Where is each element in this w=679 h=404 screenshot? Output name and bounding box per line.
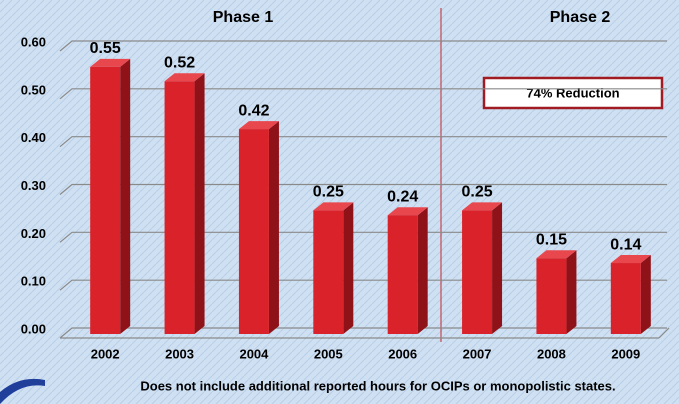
data-label: 0.25 [313, 184, 344, 201]
bar [313, 202, 354, 334]
axis-line [658, 327, 670, 339]
x-tick-label: 2008 [537, 346, 566, 361]
x-tick-label: 2007 [463, 346, 492, 361]
bar-top [462, 202, 503, 211]
footnote: Does not include additional reported hou… [140, 378, 615, 393]
y-tick-label: 0.20 [21, 226, 46, 241]
bar-top [536, 250, 577, 259]
y-tick-label: 0.30 [21, 178, 46, 193]
bar [238, 121, 279, 334]
bar-side [268, 121, 279, 334]
x-tick-label: 2005 [314, 346, 343, 361]
bar [462, 202, 503, 334]
grid-line [59, 88, 667, 100]
data-label: 0.55 [90, 40, 121, 57]
bar-side [417, 207, 428, 334]
data-label: 0.25 [461, 184, 492, 201]
bar-front [462, 210, 493, 334]
bar-side [194, 73, 205, 335]
phase-label: Phase 1 [213, 9, 274, 26]
bar-front [164, 81, 195, 335]
bar-front [536, 258, 567, 334]
y-tick-label: 0.00 [21, 321, 46, 336]
bar-top [313, 202, 354, 211]
bar-side [120, 58, 131, 335]
x-tick-label: 2009 [611, 346, 640, 361]
bar-top [164, 73, 205, 82]
data-label: 0.52 [164, 54, 195, 71]
bar-side [343, 202, 354, 334]
data-label: 0.24 [387, 188, 418, 205]
annotation: 74% Reduction [526, 85, 619, 100]
bar-top [610, 255, 651, 264]
bar-front [610, 263, 641, 334]
bar-side [566, 250, 577, 334]
bar-front [313, 210, 344, 334]
grid-line [59, 183, 667, 195]
bar-front [387, 215, 418, 334]
data-label: 0.15 [536, 231, 567, 248]
x-tick-label: 2003 [165, 346, 194, 361]
x-tick-label: 2006 [388, 346, 417, 361]
decoration [0, 378, 45, 404]
data-label: 0.42 [238, 102, 269, 119]
annotation-box [482, 76, 664, 110]
y-tick-label: 0.40 [21, 130, 46, 145]
bar-side [640, 255, 651, 334]
bar [164, 73, 205, 335]
bar [387, 207, 428, 334]
data-label: 0.14 [610, 236, 641, 253]
grid-line [59, 136, 667, 148]
bar-top [387, 207, 428, 216]
y-tick-label: 0.10 [21, 274, 46, 289]
bar [536, 250, 577, 334]
grid-line [59, 40, 667, 52]
bar-side [492, 202, 503, 334]
phase-label: Phase 2 [550, 9, 611, 26]
bar-top [238, 121, 279, 130]
y-tick-label: 0.60 [21, 34, 46, 49]
x-tick-label: 2004 [239, 346, 269, 361]
x-tick-label: 2002 [91, 346, 120, 361]
bar-front [238, 129, 269, 334]
bar-front [90, 66, 121, 335]
y-tick-label: 0.50 [21, 82, 46, 97]
bar-top [90, 58, 131, 67]
bar [610, 255, 651, 334]
bar [90, 58, 131, 335]
